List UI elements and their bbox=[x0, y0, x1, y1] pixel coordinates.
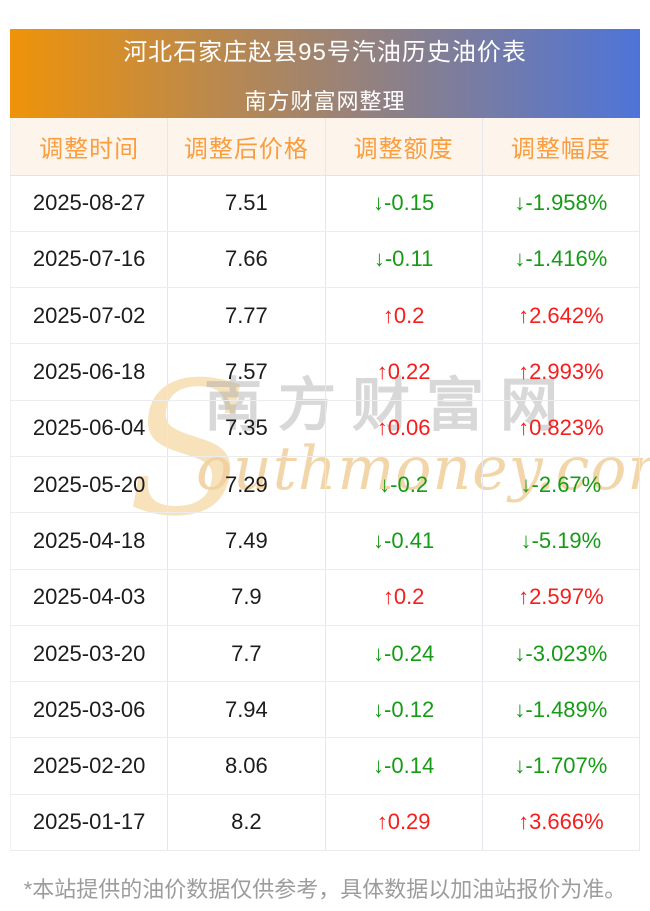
price-cell: 7.94 bbox=[167, 681, 325, 739]
title-banner: 河北石家庄赵县95号汽油历史油价表 南方财富网整理 bbox=[10, 29, 640, 118]
footnote: *本站提供的油价数据仅供参考，具体数据以加油站报价为准。 bbox=[23, 877, 627, 902]
table-row: 2025-03-06 7.94 ↓-0.12 ↓-1.489% bbox=[10, 681, 640, 739]
date-cell: 2025-05-20 bbox=[10, 456, 168, 514]
table-row: 2025-01-17 8.2 ↑0.29 ↑3.666% bbox=[10, 794, 640, 852]
date-cell: 2025-06-18 bbox=[10, 343, 168, 401]
column-header-date: 调整时间 bbox=[10, 118, 168, 176]
change-cell: ↓-0.12 bbox=[324, 681, 483, 739]
pct-cell: ↓-1.707% bbox=[481, 737, 640, 795]
pct-cell: ↓-1.416% bbox=[481, 231, 640, 289]
change-cell: ↑0.2 bbox=[324, 569, 483, 626]
price-cell: 8.2 bbox=[167, 794, 325, 852]
table-row: 2025-06-04 7.35 ↑0.06 ↑0.823% bbox=[10, 400, 640, 457]
price-cell: 7.7 bbox=[167, 625, 325, 683]
table-row: 2025-07-02 7.77 ↑0.2 ↑2.642% bbox=[10, 287, 640, 345]
change-cell: ↓-0.14 bbox=[324, 737, 483, 795]
date-cell: 2025-08-27 bbox=[10, 175, 168, 232]
pct-cell: ↓-3.023% bbox=[481, 625, 640, 683]
pct-cell: ↑0.823% bbox=[481, 400, 640, 457]
pct-cell: ↓-2.67% bbox=[481, 456, 640, 514]
date-cell: 2025-03-06 bbox=[10, 681, 168, 739]
table-row: 2025-06-18 7.57 ↑0.22 ↑2.993% bbox=[10, 343, 640, 401]
date-cell: 2025-02-20 bbox=[10, 737, 168, 795]
oil-price-history-table: 调整时间 调整后价格 调整额度 调整幅度 2025-08-27 7.51 ↓-0.1… bbox=[10, 118, 640, 852]
price-cell: 7.77 bbox=[167, 287, 325, 345]
change-cell: ↓-0.15 bbox=[324, 175, 483, 232]
date-cell: 2025-04-18 bbox=[10, 512, 168, 570]
pct-cell: ↑2.642% bbox=[481, 287, 640, 345]
table-header-row: 调整时间 调整后价格 调整额度 调整幅度 bbox=[10, 118, 640, 176]
pct-cell: ↑3.666% bbox=[481, 794, 640, 852]
change-cell: ↑0.22 bbox=[324, 343, 483, 401]
price-cell: 7.57 bbox=[167, 343, 325, 401]
pct-cell: ↑2.993% bbox=[481, 343, 640, 401]
table-row: 2025-04-03 7.9 ↑0.2 ↑2.597% bbox=[10, 569, 640, 626]
table-row: 2025-03-20 7.7 ↓-0.24 ↓-3.023% bbox=[10, 625, 640, 683]
price-cell: 7.49 bbox=[167, 512, 325, 570]
change-cell: ↑0.06 bbox=[324, 400, 483, 457]
price-cell: 7.35 bbox=[167, 400, 325, 457]
date-cell: 2025-07-16 bbox=[10, 231, 168, 289]
price-cell: 7.51 bbox=[167, 175, 325, 232]
date-cell: 2025-03-20 bbox=[10, 625, 168, 683]
column-header-pct: 调整幅度 bbox=[481, 118, 640, 176]
change-cell: ↓-0.11 bbox=[324, 231, 483, 289]
column-header-price: 调整后价格 bbox=[167, 118, 325, 176]
date-cell: 2025-04-03 bbox=[10, 569, 168, 626]
pct-cell: ↓-1.958% bbox=[481, 175, 640, 232]
change-cell: ↓-0.2 bbox=[324, 456, 483, 514]
page-subtitle: 南方财富网整理 bbox=[244, 88, 406, 114]
column-header-change: 调整额度 bbox=[324, 118, 483, 176]
change-cell: ↑0.2 bbox=[324, 287, 483, 345]
change-cell: ↓-0.24 bbox=[324, 625, 483, 683]
price-cell: 8.06 bbox=[167, 737, 325, 795]
table-row: 2025-05-20 7.29 ↓-0.2 ↓-2.67% bbox=[10, 456, 640, 514]
date-cell: 2025-06-04 bbox=[10, 400, 168, 457]
table-body: 2025-08-27 7.51 ↓-0.15 ↓-1.958% 2025-07-16 7.… bbox=[10, 175, 640, 852]
date-cell: 2025-01-17 bbox=[10, 794, 168, 852]
price-cell: 7.29 bbox=[167, 456, 325, 514]
table-row: 2025-04-18 7.49 ↓-0.41 ↓-5.19% bbox=[10, 512, 640, 570]
table-row: 2025-02-20 8.06 ↓-0.14 ↓-1.707% bbox=[10, 737, 640, 795]
table-row: 2025-07-16 7.66 ↓-0.11 ↓-1.416% bbox=[10, 231, 640, 289]
change-cell: ↑0.29 bbox=[324, 794, 483, 852]
price-cell: 7.66 bbox=[167, 231, 325, 289]
pct-cell: ↓-1.489% bbox=[481, 681, 640, 739]
table-row: 2025-08-27 7.51 ↓-0.15 ↓-1.958% bbox=[10, 175, 640, 232]
pct-cell: ↓-5.19% bbox=[481, 512, 640, 570]
price-cell: 7.9 bbox=[167, 569, 325, 626]
change-cell: ↓-0.41 bbox=[324, 512, 483, 570]
page-title: 河北石家庄赵县95号汽油历史油价表 bbox=[123, 38, 527, 66]
pct-cell: ↑2.597% bbox=[481, 569, 640, 626]
date-cell: 2025-07-02 bbox=[10, 287, 168, 345]
